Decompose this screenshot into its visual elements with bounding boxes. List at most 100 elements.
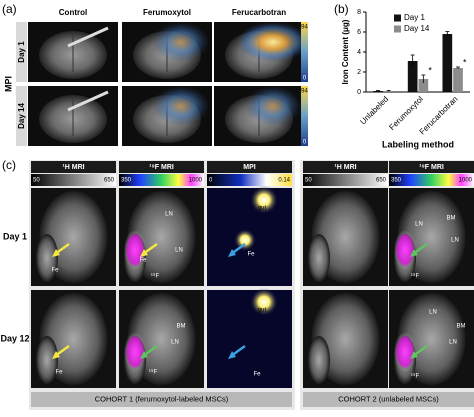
image-annotation: LN [165,212,173,218]
mouse-leg [308,234,330,282]
column-header: ¹H MRI [334,164,356,171]
colorbar-label: 50 [305,178,312,184]
image [207,290,292,388]
mpi-signal [153,86,209,126]
fluorine-signal [394,332,416,372]
image-annotation: ¹⁹F [149,369,158,376]
image-annotation: Fe [139,258,147,264]
image-annotation: BM [457,324,466,330]
mpi-signal [250,288,278,316]
image-annotation: ¹⁹F [411,373,420,380]
arrow-head [228,249,236,257]
image-annotation: LN [415,222,423,228]
cohort-label: COHORT 2 (unlabeled MSCs) [338,394,439,403]
x-tick-label: Ferumoxytol [387,94,425,132]
row-label-bg [16,22,27,82]
y-tick-label: 8 [357,9,361,16]
image-annotation: LN [449,340,457,346]
y-tick-label: 4 [357,49,361,56]
image-annotation: Fe [247,252,255,258]
image-annotation: ¹⁹F [411,273,420,280]
panel-label: (a) [2,2,17,16]
colorbar-label: 94 [301,89,308,95]
image-annotation: LN [451,238,459,244]
needle [67,90,109,112]
arrow-head [140,351,148,359]
mouse-leg [36,234,58,282]
fluorine-signal [394,230,416,270]
mouse-leg [308,336,330,384]
colorbar-label: 0 [303,76,307,82]
x-tick-label: Unlabeled [358,95,390,127]
column-header: ¹⁹F MRI [149,164,174,171]
significance-mark: * [428,65,432,75]
row-label: Day 12 [0,333,29,343]
cohort-bar [31,392,292,407]
image-annotation: gut [258,308,267,314]
colorbar-label: 0 [209,178,213,184]
image-annotation: Fe [253,372,261,378]
colorbar-label: 1000 [189,178,203,184]
bar [442,34,453,92]
colorbar-label: 350 [121,178,132,184]
colorbar-label: 650 [376,178,387,184]
mpi-signal [234,229,256,251]
colorbar [301,86,308,146]
arrow-head [52,351,60,359]
column-header: ¹⁹F MRI [419,164,444,171]
arrow-head [228,351,236,359]
cohort-label: COHORT 1 (ferumoxytol-labeled MSCs) [95,394,229,403]
colorbar [119,174,204,186]
image-annotation: LN [171,340,179,346]
header-bg [31,161,116,173]
header-bg [119,161,204,173]
row-label: Day 14 [17,103,26,129]
bar [407,61,418,92]
column-header: Control [59,8,87,17]
image-annotation: Fe [51,268,59,274]
row-label: Day 1 [3,231,27,241]
colorbar [389,174,474,186]
x-axis-label: Labeling method [382,139,454,149]
image-annotation: ¹⁹F [151,273,160,280]
colorbar-label: 350 [391,178,402,184]
y-tick-label: 6 [357,29,361,36]
colorbar-label: 94 [301,25,308,31]
cohort-bar [303,392,474,407]
header-bg [303,161,388,173]
arrow-head [140,249,148,257]
fluorine-signal [124,332,146,372]
row-label-bg [16,86,27,146]
colorbar [31,174,116,186]
column-header: MPI [243,164,256,171]
colorbar-label: 1000 [459,178,473,184]
image-annotation: BM [177,324,186,330]
colorbar [207,174,292,186]
mouse-leg [36,336,58,384]
image-annotation: Fe [55,370,63,376]
image-annotation: gut [258,206,267,212]
legend-swatch [394,25,401,33]
arrow-head [52,249,60,257]
mpi-signal [237,22,309,62]
image-annotation: BM [447,216,456,222]
colorbar-label: 0.14 [278,178,290,184]
header-bg [207,161,292,173]
needle [67,26,109,48]
significance-mark: * [463,57,467,67]
bar [453,68,463,92]
arrow-head [410,351,418,359]
row-label: Day 1 [17,41,26,63]
column-header: ¹H MRI [62,164,84,171]
bar [418,79,429,92]
legend-swatch [394,14,401,22]
mpi-signal [153,22,209,62]
colorbar [301,22,308,82]
column-header: Ferumoxytol [143,8,191,17]
mpi-signal [245,86,301,126]
legend-label: Day 1 [404,13,425,22]
panel-label: (b) [334,2,349,16]
fluorine-signal [124,230,146,270]
image-annotation: LN [175,248,183,254]
